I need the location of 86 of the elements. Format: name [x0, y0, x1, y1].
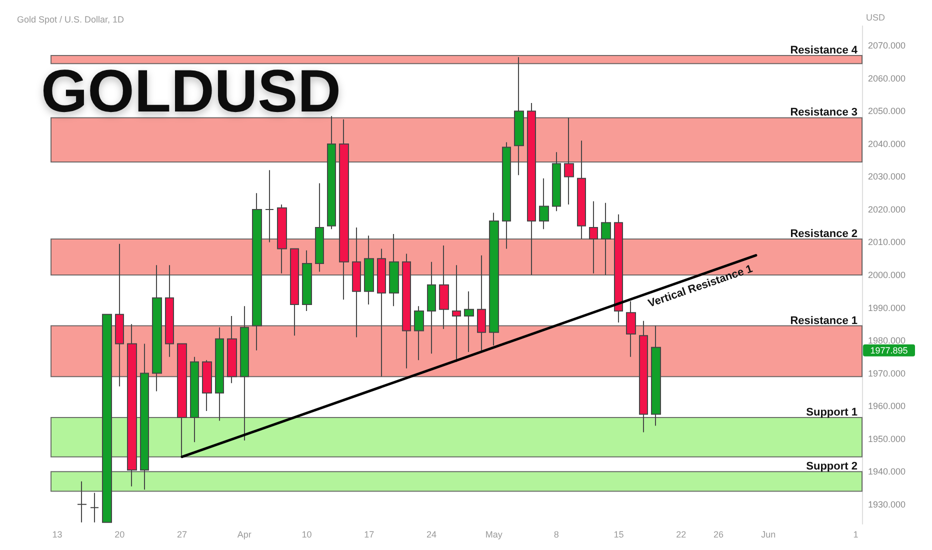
band-label: Resistance 1 [790, 314, 858, 327]
candlestick [527, 102, 536, 276]
candlestick [77, 480, 87, 523]
band-label: Resistance 3 [790, 106, 858, 119]
candlestick [190, 356, 199, 443]
x-tick-label: 8 [554, 530, 559, 540]
candlestick [614, 214, 623, 324]
y-tick-label: 2050.000 [868, 106, 906, 116]
y-tick-label: 2010.000 [868, 237, 906, 248]
candlestick [639, 320, 648, 433]
x-tick-label: 22 [676, 530, 686, 540]
x-tick-label: 26 [714, 530, 724, 540]
candlestick [564, 117, 574, 206]
x-tick-label: Jun [761, 530, 776, 540]
chart-subtitle: Gold Spot / U.S. Dollar, 1D [17, 14, 125, 24]
candlestick [452, 264, 461, 362]
y-tick-label: 1950.000 [868, 434, 906, 444]
y-tick-label: 1930.000 [868, 499, 906, 510]
candlestick [514, 56, 524, 176]
candlestick [165, 264, 174, 358]
candlestick [601, 202, 611, 276]
text: GOLDUSD [41, 58, 341, 124]
band-label: Support 2 [806, 460, 858, 473]
candlestick [90, 492, 99, 523]
candlestick [464, 290, 474, 352]
candlestick [252, 192, 262, 351]
candlestick [651, 325, 661, 426]
candlestick [389, 234, 399, 307]
candlestick [127, 324, 137, 487]
y-tick-label: 2030.000 [868, 172, 906, 182]
x-tick-label: 17 [364, 530, 374, 540]
x-tick-label: 20 [114, 530, 125, 540]
candlestick [402, 253, 411, 369]
candlestick [352, 226, 361, 338]
text: 1977.895 [870, 345, 908, 356]
candlestick [327, 116, 336, 230]
candlestick [427, 261, 436, 354]
candlestick [115, 243, 124, 387]
candlestick [277, 204, 287, 274]
y-tick-label: 2070.000 [868, 40, 906, 51]
x-tick-label: 15 [614, 530, 624, 540]
y-tick-label: 2000.000 [868, 270, 906, 280]
candlestick [152, 264, 162, 392]
x-tick-label: 24 [426, 530, 437, 540]
y-tick-label: 1960.000 [868, 401, 906, 412]
y-tick-label: 1970.000 [868, 368, 906, 378]
band-label: Resistance 4 [790, 44, 858, 56]
y-tick-label: 2060.000 [868, 73, 906, 84]
x-tick-label: May [485, 530, 503, 540]
x-tick-label: 13 [52, 530, 62, 540]
candlestick [140, 343, 149, 490]
band-label: Support 1 [806, 406, 858, 419]
candlestick [177, 343, 187, 458]
candlestick [414, 306, 424, 361]
y-tick-label: 1980.000 [868, 336, 906, 346]
candlestick [477, 254, 486, 351]
y-tick-label: 2020.000 [868, 204, 906, 214]
candlestick [315, 182, 324, 272]
candlestick [290, 248, 299, 336]
candlestick [552, 152, 561, 212]
x-tick-label: 1 [853, 530, 858, 540]
y-tick-label: 2040.000 [868, 138, 906, 149]
candlestick [227, 315, 237, 384]
candlestick [302, 250, 312, 312]
candlestick [589, 200, 598, 274]
candlestick [539, 178, 549, 230]
y-axis-title: USD [866, 12, 886, 22]
candlestick [377, 248, 386, 378]
candlestick [102, 314, 112, 523]
x-tick-label: 27 [177, 530, 188, 540]
x-tick-label: 10 [302, 530, 312, 540]
candlestick [577, 140, 586, 240]
y-tick-label: 1990.000 [868, 302, 906, 313]
candlestick [489, 212, 499, 346]
candlestick [240, 306, 249, 441]
candlestick [265, 170, 274, 243]
y-tick-label: 1940.000 [868, 466, 906, 477]
candlestick [439, 245, 449, 330]
candlestick [339, 118, 349, 300]
band-label: Resistance 2 [790, 228, 858, 240]
x-tick-label: Apr [237, 530, 252, 540]
candlestick [364, 235, 374, 305]
candlestick [502, 142, 511, 250]
candlestick [215, 326, 224, 422]
candlestick [202, 360, 212, 412]
candlestick [626, 300, 636, 358]
